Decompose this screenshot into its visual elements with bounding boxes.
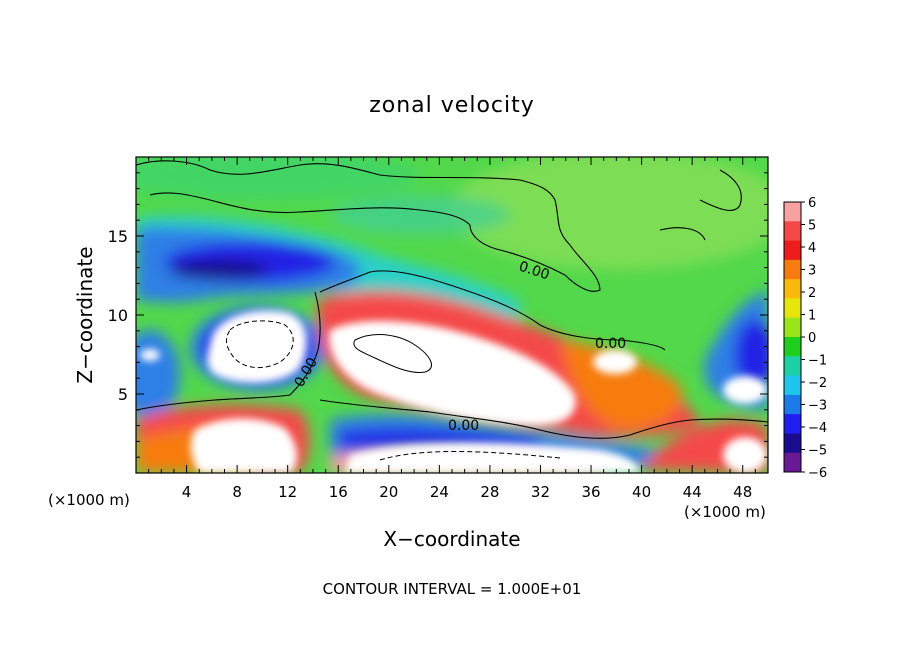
colorbar-label: 6 — [808, 196, 816, 211]
colorbar-swatch — [784, 221, 801, 242]
colorbar-swatch — [784, 375, 801, 396]
colorbar-swatch — [784, 394, 801, 415]
colorbar-label: −2 — [808, 376, 827, 391]
colorbar-swatch — [784, 202, 801, 222]
x-tick-label: 4 — [182, 483, 192, 501]
colorbar-label: −1 — [808, 354, 827, 369]
y-unit-label: (×1000 m) — [48, 491, 130, 509]
colorbar-swatch — [784, 279, 801, 299]
y-tick-label: 10 — [108, 306, 128, 325]
y-tick-label: 5 — [118, 385, 128, 404]
positive-inner-contours — [353, 334, 432, 374]
y-axis: 5 10 15 — [108, 172, 768, 458]
y-axis-label: Z−coordinate — [73, 246, 97, 383]
x-tick-label: 32 — [531, 483, 550, 501]
x-unit-label: (×1000 m) — [684, 503, 766, 521]
colorbar-swatch — [784, 433, 801, 454]
negative-contours — [226, 320, 561, 461]
colorbar-swatch — [784, 298, 801, 319]
colorbar-label: 1 — [808, 309, 816, 324]
x-tick-label: 24 — [430, 483, 449, 501]
x-tick-label: 48 — [733, 483, 752, 501]
colorbar-label: −4 — [808, 421, 827, 436]
colorbar-label: 0 — [808, 331, 816, 346]
y-tick-label: 15 — [108, 227, 128, 246]
x-tick-label: 8 — [232, 483, 242, 501]
colorbar-label: 2 — [808, 286, 816, 301]
colorbar-swatch — [784, 414, 801, 434]
colorbar-swatch — [784, 356, 801, 377]
x-tick-label: 20 — [379, 483, 398, 501]
colorbar-label: 5 — [808, 219, 816, 234]
plot-area — [136, 157, 768, 473]
lower-left-core — [190, 418, 297, 473]
chart-title: zonal velocity — [369, 93, 535, 118]
colorbar-label: −6 — [808, 466, 827, 481]
contour-label: 0.00 — [595, 336, 626, 352]
x-tick-label: 40 — [632, 483, 651, 501]
colorbar: 6 5 4 3 2 1 0 −1 −2 −3 −4 −5 −6 — [783, 196, 827, 481]
colorbar-label: 4 — [808, 241, 816, 256]
central-core — [329, 320, 576, 426]
x-tick-label: 36 — [581, 483, 600, 501]
colorbar-swatch — [784, 337, 801, 357]
lower-center-core — [345, 443, 640, 473]
colorbar-label: −5 — [808, 444, 827, 459]
colorbar-label: 3 — [808, 264, 816, 279]
colorbar-label: −3 — [808, 399, 827, 414]
colorbar-swatch — [784, 317, 801, 338]
x-tick-label: 44 — [683, 483, 702, 501]
colorbar-swatch — [784, 259, 801, 280]
colorbar-swatch — [784, 240, 801, 261]
x-axis-label: X−coordinate — [383, 527, 520, 551]
x-tick-label: 12 — [278, 483, 297, 501]
contour-interval-footer: CONTOUR INTERVAL = 1.000E+01 — [323, 580, 582, 598]
x-axis: 4 8 12 16 20 24 28 32 36 40 44 48 — [148, 157, 769, 501]
x-tick-label: 28 — [480, 483, 499, 501]
zero-contours — [136, 160, 768, 439]
contour-label: 0.00 — [448, 418, 479, 434]
colorbar-swatch — [784, 452, 801, 473]
x-tick-label: 16 — [329, 483, 348, 501]
